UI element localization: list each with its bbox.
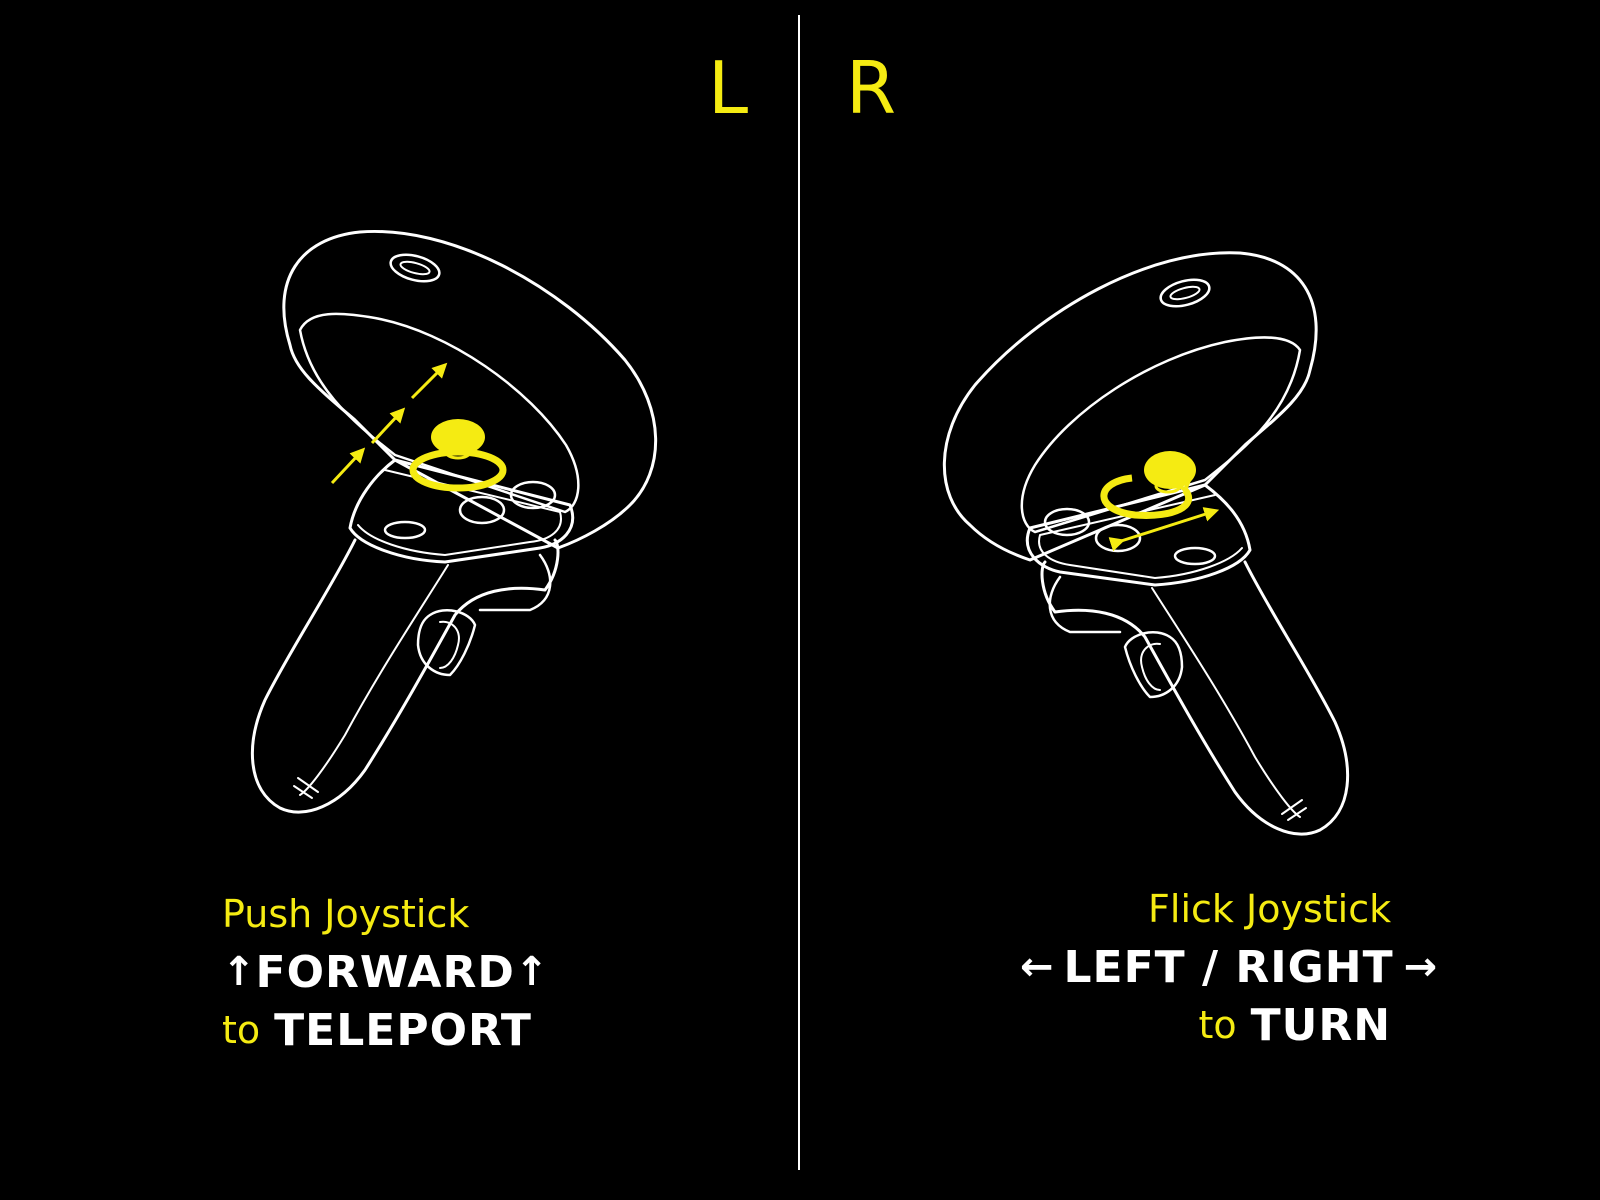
right-b-button bbox=[1043, 507, 1091, 537]
right-arrow-icon: → bbox=[1403, 944, 1438, 990]
right-instruction-title: Flick Joystick bbox=[1148, 887, 1392, 931]
left-menu-button bbox=[389, 253, 441, 283]
left-joystick bbox=[409, 419, 507, 492]
up-arrow-icon: ↑ bbox=[222, 949, 256, 995]
left-side-label: L bbox=[708, 46, 749, 130]
right-ring-inner bbox=[1020, 336, 1302, 534]
left-instruction: Push Joystick ↑ FORWARD ↑ to TELEPORT bbox=[222, 885, 548, 1059]
left-handle bbox=[250, 538, 560, 814]
left-instruction-to: to bbox=[222, 1008, 261, 1052]
center-divider bbox=[798, 15, 800, 1170]
right-face-plate bbox=[1025, 483, 1252, 587]
right-side-label: R bbox=[846, 46, 897, 130]
right-controller bbox=[942, 251, 1350, 836]
right-instruction-to: to bbox=[1198, 1003, 1237, 1047]
left-instruction-action: FORWARD bbox=[255, 946, 515, 998]
right-turn-arrow bbox=[1108, 507, 1220, 552]
right-instruction-action: LEFT / RIGHT bbox=[1063, 941, 1394, 993]
left-face-plate bbox=[348, 458, 575, 564]
left-instruction-verb: TELEPORT bbox=[274, 1004, 532, 1056]
left-x-button bbox=[458, 495, 506, 525]
right-thumbrest bbox=[1173, 546, 1217, 566]
up-arrow-icon: ↑ bbox=[514, 949, 549, 995]
left-grip-button bbox=[416, 609, 477, 677]
left-instruction-title: Push Joystick bbox=[222, 892, 470, 936]
left-thumbrest bbox=[383, 520, 427, 540]
left-arrow-icon: ← bbox=[1020, 944, 1054, 990]
right-instruction: Flick Joystick ← LEFT / RIGHT → to TURN bbox=[1020, 880, 1437, 1054]
left-y-button bbox=[509, 480, 557, 510]
right-handle bbox=[1040, 560, 1350, 836]
right-menu-button bbox=[1159, 278, 1211, 308]
left-ring-inner bbox=[298, 312, 580, 514]
left-controller bbox=[250, 229, 658, 814]
left-forward-arrows bbox=[330, 362, 448, 485]
right-grip-button bbox=[1123, 631, 1184, 699]
right-instruction-verb: TURN bbox=[1250, 999, 1392, 1051]
